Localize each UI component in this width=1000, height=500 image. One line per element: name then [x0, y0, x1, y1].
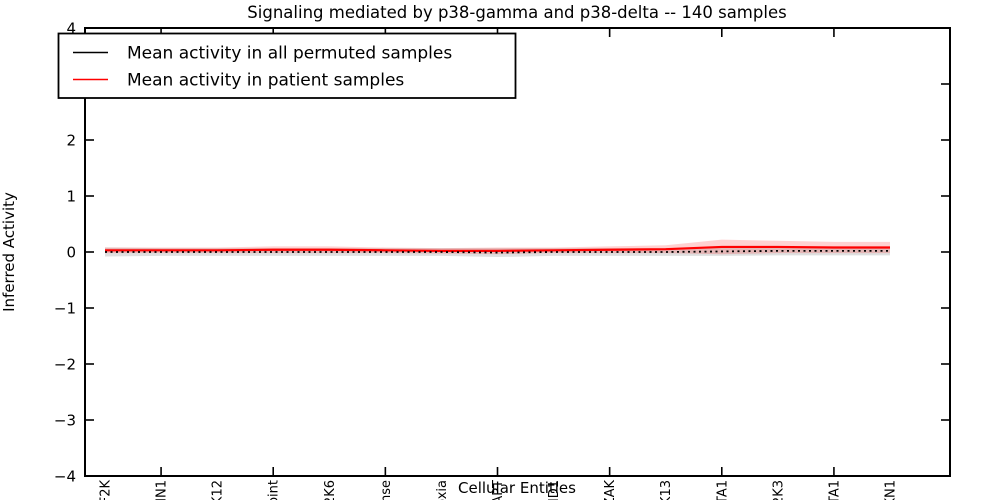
x-category-label: MAPT [491, 480, 506, 500]
x-axis-label: Cellular Entities [458, 479, 576, 497]
y-tick-label: −2 [54, 356, 76, 374]
legend-label-permuted: Mean activity in all permuted samples [127, 44, 452, 64]
confidence-bands [105, 239, 890, 258]
y-tick-label: 2 [66, 132, 76, 150]
x-category-label: MAPK13 [659, 480, 674, 500]
x-category-labels: EEF2K STMN1 MAPK12 G2/M transition checkpoi… [99, 480, 899, 500]
x-category-label: hyperosmotic response [379, 480, 394, 500]
x-category-label: p38 gamma/SNTA1 [715, 480, 730, 500]
legend-box [57, 32, 517, 99]
x-category-label: MAPK12 [211, 480, 226, 500]
legend: Mean activity in all permuted samples Me… [57, 32, 517, 99]
x-category-label: response to hypoxia [435, 480, 450, 500]
x-category-label: G2/M transition checkpoint [267, 480, 282, 500]
x-category-label: EEF2K [99, 480, 114, 500]
legend-label-patient: Mean activity in patient samples [127, 71, 404, 91]
y-tick-label: 4 [66, 20, 76, 38]
x-category-label: CCND1 [547, 480, 562, 500]
series-lines [105, 245, 890, 254]
line-patient-mean [105, 245, 890, 252]
y-tick-label: −1 [54, 300, 76, 318]
y-tick-label: 0 [66, 244, 76, 262]
chart-title: Signaling mediated by p38-gamma and p38-… [247, 3, 786, 22]
x-category-label: ZAK [603, 480, 618, 500]
x-category-label: SNTA1 [827, 480, 842, 500]
x-category-label: PKN1 [884, 480, 899, 500]
plot-border [84, 27, 951, 477]
y-axis-label: Inferred Activity [0, 192, 18, 312]
x-category-label: STMN1 [155, 480, 170, 500]
x-category-label: MAP2K6 [323, 480, 338, 500]
y-tick-label: −3 [54, 412, 76, 430]
y-tick-label: 1 [66, 188, 76, 206]
x-category-label: MAP2K3 [771, 480, 786, 500]
y-tick-label: −4 [54, 468, 76, 486]
